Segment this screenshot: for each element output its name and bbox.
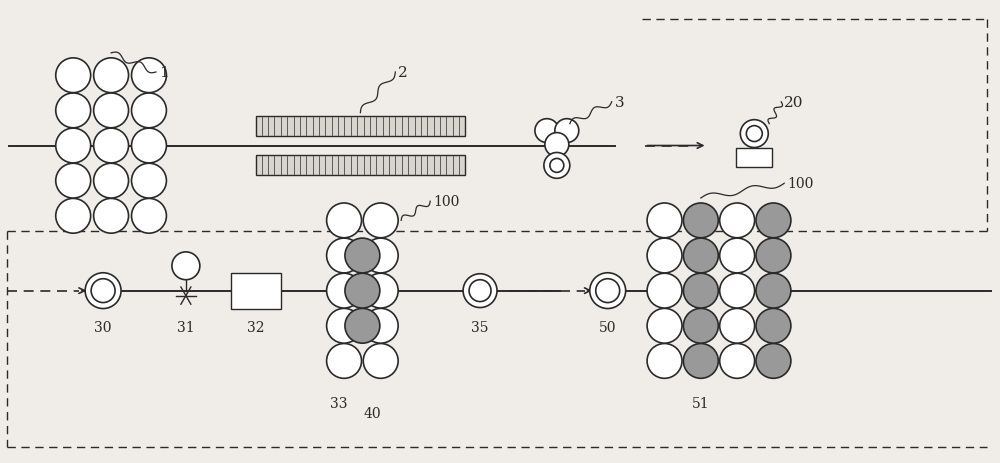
Circle shape: [56, 199, 91, 234]
Text: 40: 40: [364, 406, 381, 420]
Circle shape: [327, 204, 362, 238]
Text: 32: 32: [247, 321, 264, 335]
Circle shape: [327, 344, 362, 378]
Circle shape: [132, 129, 166, 163]
Circle shape: [363, 238, 398, 273]
Bar: [256, 156, 465, 176]
Circle shape: [647, 274, 682, 308]
Circle shape: [647, 238, 682, 273]
Circle shape: [345, 274, 380, 308]
Circle shape: [469, 280, 491, 302]
Circle shape: [683, 344, 718, 378]
Circle shape: [94, 94, 129, 129]
Circle shape: [132, 94, 166, 129]
Text: 31: 31: [177, 321, 195, 335]
Circle shape: [345, 238, 380, 273]
Circle shape: [683, 238, 718, 273]
Circle shape: [132, 59, 166, 94]
Circle shape: [463, 274, 497, 308]
Circle shape: [56, 129, 91, 163]
Circle shape: [85, 273, 121, 309]
Circle shape: [363, 344, 398, 378]
Circle shape: [56, 59, 91, 94]
Bar: [231, 273, 281, 309]
Text: 35: 35: [471, 321, 489, 335]
Circle shape: [327, 309, 362, 344]
Circle shape: [172, 252, 200, 280]
Circle shape: [720, 204, 755, 238]
Text: 100: 100: [787, 177, 814, 191]
Bar: [256, 116, 465, 136]
Circle shape: [683, 274, 718, 308]
Circle shape: [647, 344, 682, 378]
Circle shape: [756, 274, 791, 308]
Circle shape: [363, 309, 398, 344]
Circle shape: [132, 164, 166, 199]
Circle shape: [756, 344, 791, 378]
Text: 51: 51: [692, 396, 710, 410]
Circle shape: [590, 273, 626, 309]
Circle shape: [91, 279, 115, 303]
Text: 30: 30: [94, 321, 112, 335]
Circle shape: [94, 129, 129, 163]
Circle shape: [544, 153, 570, 179]
Text: 100: 100: [433, 195, 460, 209]
Bar: [736, 148, 772, 168]
Circle shape: [596, 279, 620, 303]
Circle shape: [720, 274, 755, 308]
Circle shape: [327, 274, 362, 308]
Text: 2: 2: [398, 66, 408, 80]
Circle shape: [94, 59, 129, 94]
Circle shape: [756, 238, 791, 273]
Text: 1: 1: [159, 66, 169, 80]
Circle shape: [94, 164, 129, 199]
Circle shape: [683, 204, 718, 238]
Circle shape: [756, 204, 791, 238]
Circle shape: [56, 94, 91, 129]
Circle shape: [720, 309, 755, 344]
Text: 33: 33: [330, 396, 348, 410]
Circle shape: [683, 309, 718, 344]
Circle shape: [720, 238, 755, 273]
Circle shape: [740, 120, 768, 148]
Circle shape: [327, 238, 362, 273]
Circle shape: [363, 204, 398, 238]
Circle shape: [647, 309, 682, 344]
Circle shape: [132, 199, 166, 234]
Circle shape: [56, 164, 91, 199]
Text: 20: 20: [784, 95, 804, 110]
Circle shape: [756, 309, 791, 344]
Circle shape: [720, 344, 755, 378]
Circle shape: [555, 119, 579, 143]
Circle shape: [94, 199, 129, 234]
Text: 3: 3: [615, 95, 624, 110]
Circle shape: [550, 159, 564, 173]
Circle shape: [345, 309, 380, 344]
Circle shape: [535, 119, 559, 143]
Circle shape: [363, 274, 398, 308]
Circle shape: [545, 133, 569, 157]
Text: 50: 50: [599, 321, 616, 335]
Circle shape: [746, 126, 762, 142]
Circle shape: [647, 204, 682, 238]
